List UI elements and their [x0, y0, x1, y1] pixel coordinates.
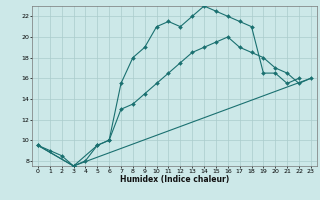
X-axis label: Humidex (Indice chaleur): Humidex (Indice chaleur)	[120, 175, 229, 184]
